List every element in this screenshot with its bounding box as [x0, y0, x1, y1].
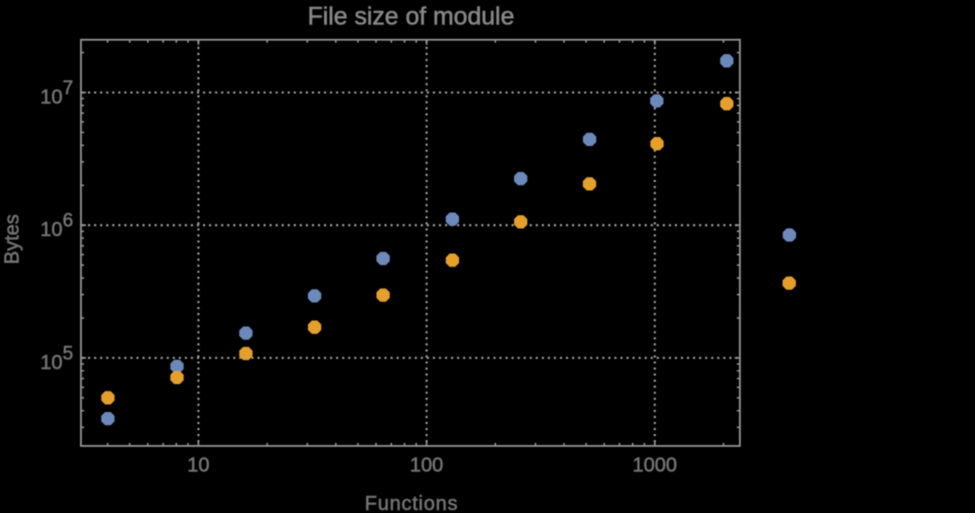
- svg-text:5: 5: [63, 343, 74, 364]
- svg-text:File size of module: File size of module: [308, 3, 515, 30]
- svg-text:100: 100: [410, 454, 443, 476]
- svg-text:10: 10: [40, 87, 62, 109]
- svg-text:10: 10: [40, 352, 62, 374]
- svg-text:10: 10: [187, 454, 209, 476]
- svg-text:Bytes: Bytes: [2, 214, 24, 264]
- svg-text:Functions: Functions: [365, 493, 458, 513]
- svg-text:6: 6: [63, 211, 74, 232]
- svg-text:1000: 1000: [633, 454, 678, 476]
- svg-text:10: 10: [40, 219, 62, 241]
- svg-text:7: 7: [63, 78, 74, 99]
